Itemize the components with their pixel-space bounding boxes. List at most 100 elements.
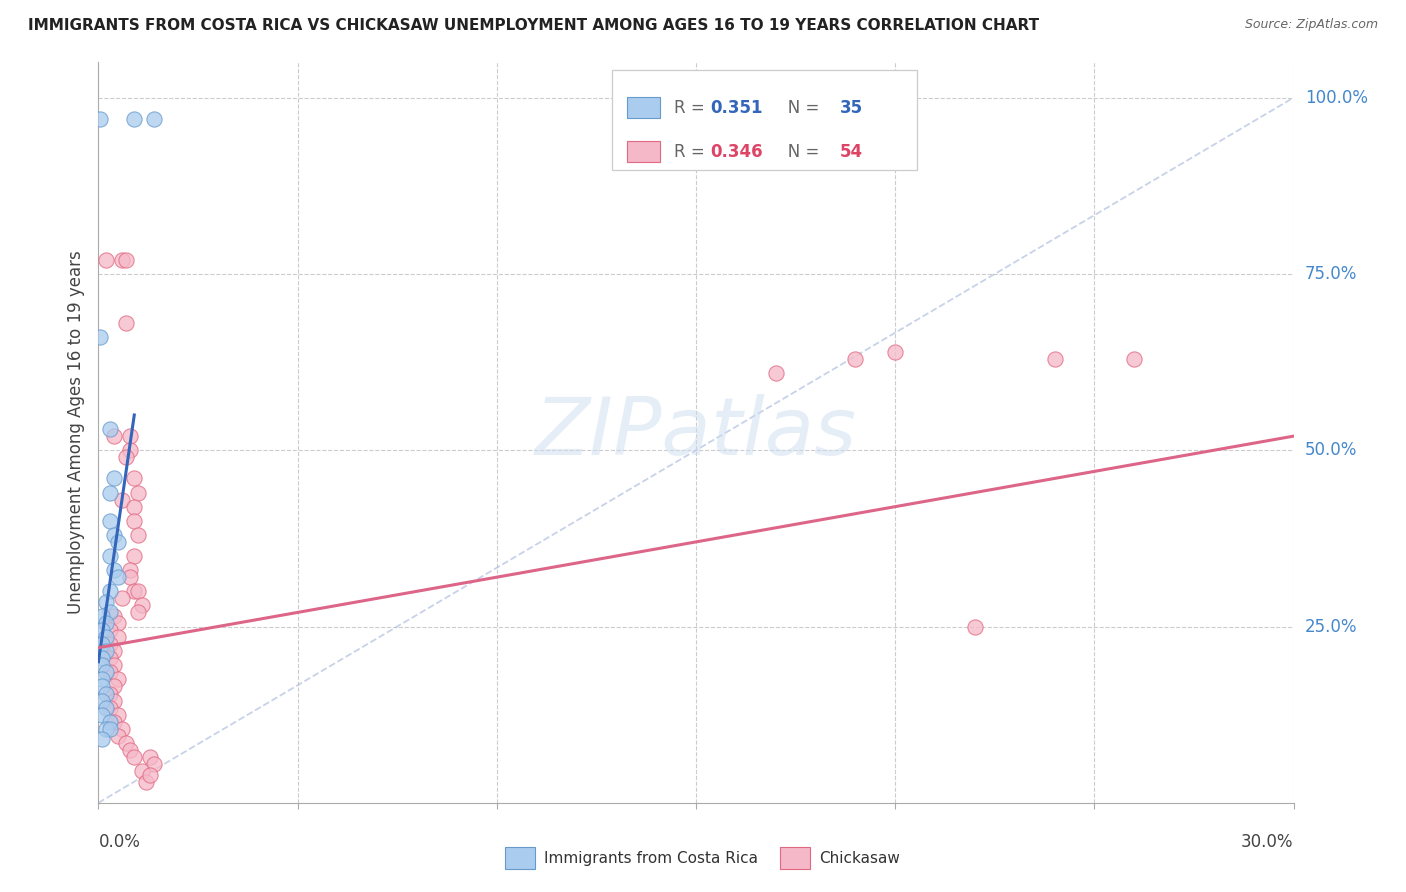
Text: IMMIGRANTS FROM COSTA RICA VS CHICKASAW UNEMPLOYMENT AMONG AGES 16 TO 19 YEARS C: IMMIGRANTS FROM COSTA RICA VS CHICKASAW … [28,18,1039,33]
Point [103,680,125,694]
Point [96,595,118,609]
Point [91,637,114,651]
Point [96,665,118,680]
Point [127,584,149,599]
Point [135,774,157,789]
Point [120,563,142,577]
Text: 35: 35 [839,99,862,117]
Point [91,693,114,707]
Point [103,528,125,542]
Point [131,599,153,613]
Point [103,563,125,577]
Point [98,584,122,599]
Point [98,606,122,620]
Bar [627,97,661,118]
Point [98,623,122,637]
Point [89,112,111,126]
Text: 54: 54 [839,143,862,161]
Point [127,485,149,500]
Point [98,651,122,665]
Point [111,722,134,736]
Point [124,500,146,514]
Point [131,764,153,778]
Text: 0.346: 0.346 [710,143,763,161]
Point [107,535,129,549]
Point [96,630,118,644]
Point [103,658,125,673]
Text: 0.0%: 0.0% [98,833,141,851]
Point [124,514,146,528]
Point [103,609,125,624]
Point [98,665,122,680]
Point [98,422,122,436]
Bar [613,70,917,169]
Point [143,757,166,772]
Point [107,615,129,630]
Point [107,729,129,743]
Point [96,686,118,700]
Point [115,736,138,750]
Point [91,651,114,665]
Point [765,366,787,380]
Point [98,722,122,736]
Point [139,750,162,764]
Point [91,707,114,722]
Point [1123,351,1146,366]
Point [111,591,134,606]
Point [98,485,122,500]
Point [120,443,142,458]
Point [98,514,122,528]
Point [127,606,149,620]
Point [107,707,129,722]
Text: R =: R = [675,99,710,117]
Bar [627,142,661,162]
Point [120,429,142,443]
Point [96,722,118,736]
Point [124,112,146,126]
Point [127,528,149,542]
Point [124,584,146,599]
Point [96,252,118,267]
Text: Source: ZipAtlas.com: Source: ZipAtlas.com [1244,18,1378,31]
Point [844,351,866,366]
Text: N =: N = [772,99,825,117]
Point [143,112,166,126]
Point [107,630,129,644]
Point [884,344,907,359]
Point [1043,351,1066,366]
Point [96,700,118,714]
Point [124,549,146,563]
Text: 75.0%: 75.0% [1305,265,1357,283]
Point [91,623,114,637]
Point [96,615,118,630]
Point [124,750,146,764]
Point [120,570,142,584]
Point [139,767,162,781]
Point [91,732,114,747]
Text: 30.0%: 30.0% [1241,833,1294,851]
Text: R =: R = [675,143,710,161]
Point [103,693,125,707]
Point [111,252,134,267]
Point [91,658,114,673]
Text: 25.0%: 25.0% [1305,617,1357,635]
Point [103,471,125,485]
Point [98,714,122,729]
Point [115,252,138,267]
Point [963,619,986,633]
Point [91,609,114,624]
Point [115,450,138,465]
Text: Immigrants from Costa Rica: Immigrants from Costa Rica [544,851,758,866]
Point [103,429,125,443]
Point [120,743,142,757]
Text: N =: N = [772,143,825,161]
Text: 100.0%: 100.0% [1305,88,1368,107]
Point [124,471,146,485]
Text: 0.351: 0.351 [710,99,763,117]
Point [103,714,125,729]
Point [98,686,122,700]
Point [98,700,122,714]
Text: 50.0%: 50.0% [1305,442,1357,459]
Point [107,570,129,584]
Point [107,673,129,687]
